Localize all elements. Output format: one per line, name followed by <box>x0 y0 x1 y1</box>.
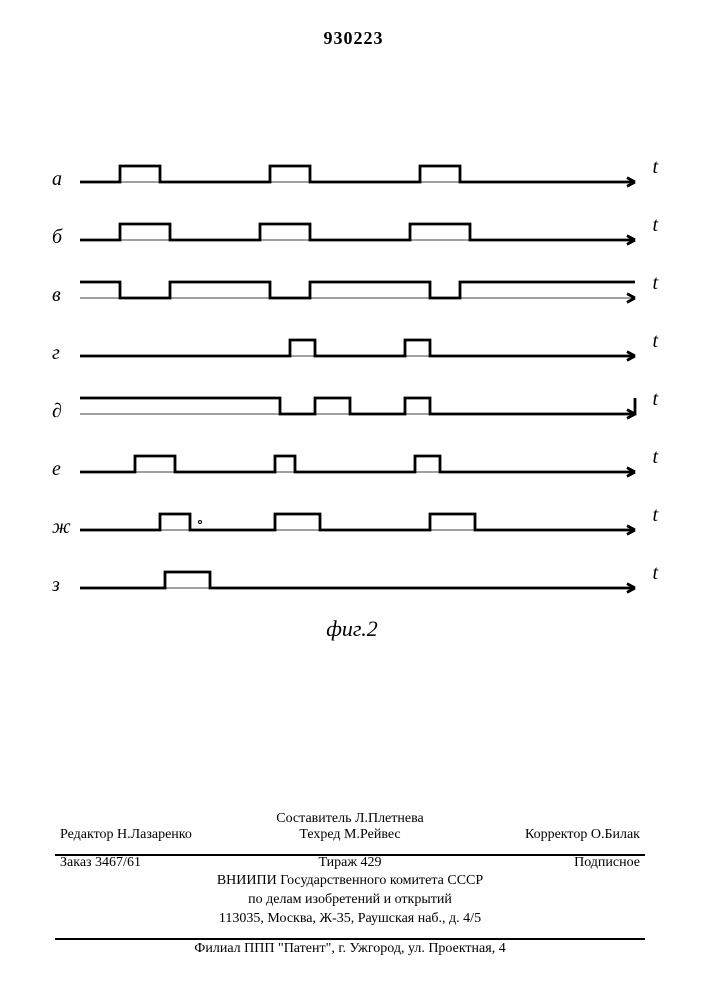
waveform-svg <box>80 498 645 548</box>
waveform-label: а <box>52 168 62 191</box>
waveform-row: жt <box>52 498 652 556</box>
time-axis-label: t <box>652 214 658 237</box>
page: 930223 аtбtвtгt∂tеtжtзtфиг.2 Составитель… <box>0 0 707 1000</box>
waveform-label: ж <box>52 516 71 539</box>
waveform-label: г <box>52 342 60 365</box>
imprint-order-row: Заказ 3467/61 Тираж 429 Подписное <box>60 854 640 873</box>
waveform-svg <box>80 266 645 316</box>
imprint-publisher-3: 113035, Москва, Ж-35, Раушская наб., д. … <box>60 910 640 929</box>
waveform-row: вt <box>52 266 652 324</box>
time-axis-label: t <box>652 330 658 353</box>
waveform-svg <box>80 150 645 200</box>
imprint-techred: Техред М.Рейвес <box>60 826 640 845</box>
timing-diagram: аtбtвtгt∂tеtжtзtфиг.2 <box>52 150 652 642</box>
waveform-row: бt <box>52 208 652 266</box>
waveform-row: зt <box>52 556 652 614</box>
waveform-row: аt <box>52 150 652 208</box>
imprint-credits-row: Редактор Н.Лазаренко Техред М.Рейвес Кор… <box>60 826 640 845</box>
waveform-row: ∂t <box>52 382 652 440</box>
waveform-label: з <box>52 574 60 597</box>
document-number: 930223 <box>0 28 707 49</box>
waveform-label: в <box>52 284 61 307</box>
imprint-publisher-1: ВНИИПИ Государственного комитета СССР <box>60 872 640 891</box>
waveform-label: е <box>52 458 61 481</box>
imprint-tirage: Тираж 429 <box>60 854 640 873</box>
waveform-svg <box>80 324 645 374</box>
waveform-svg <box>80 440 645 490</box>
waveform-row: гt <box>52 324 652 382</box>
figure-label: фиг.2 <box>52 616 652 642</box>
waveform-label: ∂ <box>52 400 62 423</box>
waveform-svg <box>80 556 645 606</box>
waveform-svg <box>80 382 645 432</box>
imprint-publisher-2: по делам изобретений и открытий <box>60 891 640 910</box>
time-axis-label: t <box>652 388 658 411</box>
waveform-svg <box>80 208 645 258</box>
waveform-row: еt <box>52 440 652 498</box>
time-axis-label: t <box>652 272 658 295</box>
time-axis-label: t <box>652 446 658 469</box>
imprint-publisher: ВНИИПИ Государственного комитета СССР по… <box>60 872 640 929</box>
time-axis-label: t <box>652 504 658 527</box>
waveform-label: б <box>52 226 62 249</box>
time-axis-label: t <box>652 156 658 179</box>
time-axis-label: t <box>652 562 658 585</box>
imprint-branch: Филиал ППП "Патент", г. Ужгород, ул. Про… <box>60 940 640 959</box>
